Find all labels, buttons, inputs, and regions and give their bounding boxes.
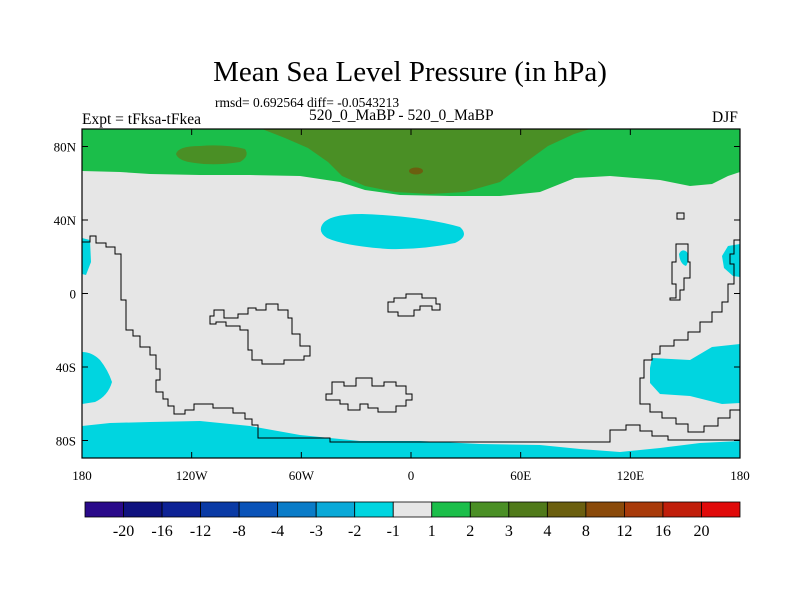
comparison-label: 520_0_MaBP - 520_0_MaBP bbox=[309, 107, 494, 124]
y-tick-label: 40S bbox=[56, 360, 76, 375]
season-label: DJF bbox=[712, 109, 738, 126]
arctic-olive-blob bbox=[176, 145, 247, 165]
colorbar-swatch bbox=[469, 501, 510, 518]
pacific-island-coast bbox=[209, 303, 311, 365]
x-tick-label: 60E bbox=[510, 468, 531, 483]
colorbar-label: 1 bbox=[428, 523, 436, 540]
colorbar-label: 2 bbox=[466, 523, 474, 540]
map-plot-area bbox=[82, 129, 740, 458]
y-tick-label: 80S bbox=[56, 434, 76, 449]
y-tick-label: 80N bbox=[54, 140, 77, 155]
colorbar-swatch bbox=[238, 501, 279, 518]
east-ridge-coast bbox=[669, 243, 691, 301]
experiment-label: Expt = tFksa-tFkea bbox=[82, 111, 201, 128]
x-tick-label: 120E bbox=[617, 468, 645, 483]
x-tick-label: 180 bbox=[730, 468, 750, 483]
colorbar-swatch bbox=[200, 501, 240, 518]
s-indian-cyan bbox=[650, 344, 740, 404]
n-pacific-cyan bbox=[320, 214, 464, 250]
colorbar-label: 4 bbox=[543, 523, 551, 540]
x-tick-label: 180 bbox=[72, 468, 92, 483]
colorbar-swatch bbox=[701, 501, 741, 518]
colorbar-swatch bbox=[392, 501, 433, 518]
arctic-brown-spot bbox=[409, 167, 423, 175]
south-continent-east-coast bbox=[639, 239, 740, 433]
y-tick-label: 0 bbox=[70, 287, 77, 302]
colorbar-label: -3 bbox=[310, 523, 323, 540]
ne-edge-cyan bbox=[722, 244, 740, 277]
colorbar-swatch bbox=[508, 501, 548, 518]
x-tick-label: 0 bbox=[408, 468, 415, 483]
colorbar-swatch bbox=[662, 501, 702, 518]
s-pacific-cyan bbox=[82, 352, 112, 404]
colorbar-swatch bbox=[431, 501, 471, 518]
colorbar: -20 -16 -12 -8 -4 -3 -2 -1 1 2 3 4 8 12 16 20 bbox=[84, 501, 741, 540]
southern-ocean-cyan bbox=[82, 421, 740, 458]
chart-title: Mean Sea Level Pressure (in hPa) bbox=[213, 56, 607, 88]
coastlines bbox=[82, 212, 740, 443]
colorbar-label: 8 bbox=[582, 523, 590, 540]
colorbar-label: -8 bbox=[232, 523, 245, 540]
nw-edge-cyan bbox=[82, 238, 91, 275]
colorbar-label: 3 bbox=[505, 523, 513, 540]
colorbar-swatch bbox=[84, 501, 124, 518]
atlantic-island-coast bbox=[387, 293, 441, 317]
x-tick-label: 60W bbox=[289, 468, 315, 483]
y-axis: 80N 40N 0 40S 80S bbox=[54, 140, 740, 449]
colorbar-label: 12 bbox=[616, 523, 632, 540]
colorbar-swatch bbox=[546, 501, 587, 518]
x-tick-label: 120W bbox=[176, 468, 209, 483]
w-pacific-cyan-spot bbox=[679, 250, 689, 266]
colorbar-label: -16 bbox=[151, 523, 172, 540]
colorbar-swatch bbox=[277, 501, 317, 518]
x-axis: 180 120W 60W 0 60E 120E 180 bbox=[72, 129, 750, 483]
colorbar-swatch bbox=[354, 501, 394, 518]
colorbar-label: -4 bbox=[271, 523, 284, 540]
small-island bbox=[676, 212, 685, 220]
southern-island-coast bbox=[325, 377, 413, 413]
colorbar-swatch bbox=[585, 501, 625, 518]
colorbar-label: 20 bbox=[693, 523, 709, 540]
colorbar-label: -1 bbox=[387, 523, 400, 540]
colorbar-label: -2 bbox=[348, 523, 361, 540]
colorbar-swatch bbox=[123, 501, 163, 518]
colorbar-swatch bbox=[315, 501, 356, 518]
colorbar-label: 16 bbox=[655, 523, 671, 540]
stats-label: rmsd= 0.692564 diff= -0.0543213 bbox=[215, 95, 400, 110]
arctic-olive-core bbox=[262, 129, 590, 194]
colorbar-swatch bbox=[624, 501, 664, 518]
colorbar-swatch bbox=[161, 501, 201, 518]
west-continent-coast bbox=[82, 235, 740, 443]
colorbar-label: -20 bbox=[113, 523, 134, 540]
colorbar-label: -12 bbox=[190, 523, 211, 540]
y-tick-label: 40N bbox=[54, 213, 77, 228]
